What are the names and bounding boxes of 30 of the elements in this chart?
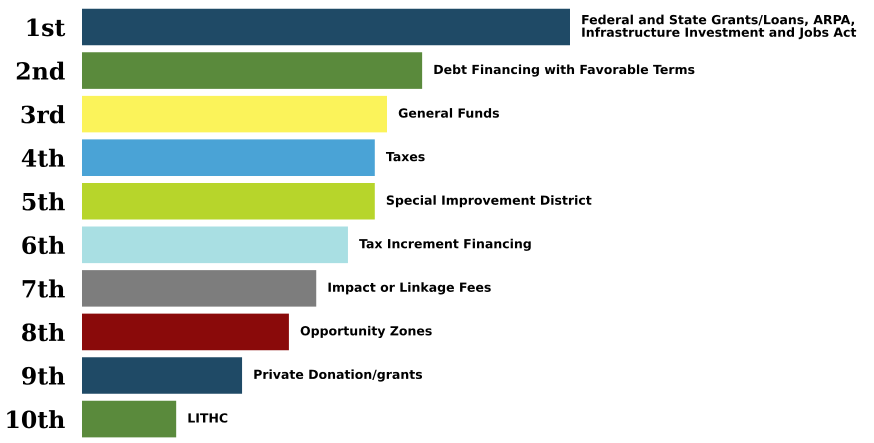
bar (82, 226, 348, 264)
y-tick-label: 8th (22, 322, 65, 342)
annotation: Federal and State Grants/Loans, ARPA, Infrastructure Investment and Jobs Act (582, 14, 856, 40)
annotation: Debt Financing with Favorable Terms (434, 64, 694, 77)
bar (82, 8, 570, 46)
y-tick-label: 3rd (22, 105, 65, 124)
bar (82, 314, 289, 350)
annotation: Private Donation/grants (254, 369, 422, 382)
y-tick-label: 5th (22, 192, 65, 211)
y-tick-label: 4th (22, 148, 65, 167)
annotation: Taxes (386, 152, 425, 162)
bar (82, 182, 375, 220)
y-tick-label: 6th (22, 236, 65, 254)
annotation: Tax Increment Financing (359, 238, 531, 251)
bar (82, 400, 176, 438)
y-tick-label: 2nd (16, 62, 65, 80)
y-tick-label: 1st (28, 18, 66, 36)
annotation: General Funds (398, 108, 499, 118)
annotation: Impact or Linkage Fees (328, 282, 491, 294)
bar (82, 270, 316, 307)
annotation: LITHC (188, 413, 228, 423)
y-tick-label: 7th (22, 279, 65, 298)
y-tick-label: 9th (22, 366, 65, 385)
bar (82, 52, 422, 89)
bar (82, 96, 387, 132)
annotation: Special Improvement District (386, 195, 592, 208)
bar (82, 139, 375, 176)
bar (82, 357, 242, 394)
annotation: Opportunity Zones (300, 326, 432, 338)
y-tick-label: 10th (7, 410, 65, 428)
